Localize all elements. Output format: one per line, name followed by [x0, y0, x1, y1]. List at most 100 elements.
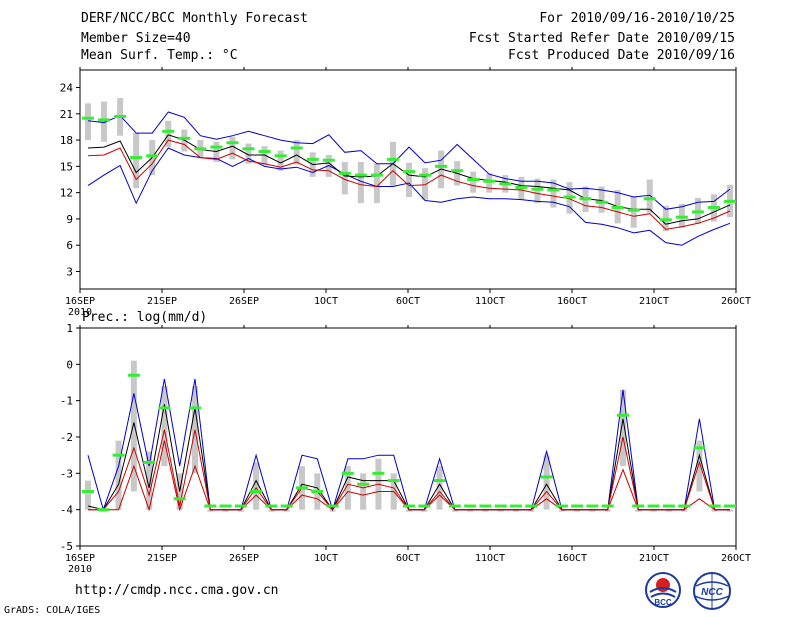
spread-box: [101, 101, 108, 142]
y-tick-label: 1: [66, 322, 73, 335]
spread-box: [360, 473, 367, 510]
started-refer-date: Fcst Started Refer Date 2010/09/15: [468, 31, 735, 46]
spread-box: [245, 143, 252, 164]
spread-box: [598, 186, 605, 213]
x-tick-label: 1OCT: [314, 553, 338, 564]
grads-credit: GrADS: COLA/IGES: [4, 605, 101, 616]
panel-title: Prec.: log(mm/d): [82, 310, 207, 325]
spread-box: [528, 509, 535, 512]
spread-box: [558, 509, 565, 512]
spread-box: [161, 386, 168, 467]
y-tick-label: -2: [60, 431, 73, 444]
spread-box: [543, 455, 550, 510]
y-tick-label: -5: [60, 540, 73, 553]
series-line-ensemble-min: [87, 139, 731, 230]
spread-box: [650, 509, 657, 512]
spread-box: [681, 509, 688, 512]
x-tick-sublabel: 2010: [68, 564, 92, 575]
spread-box: [486, 173, 493, 193]
spread-box: [130, 360, 137, 492]
y-tick-label: -3: [60, 467, 73, 480]
y-tick-label: 0: [66, 358, 73, 371]
produced-date: Fcst Produced Date 2010/09/16: [508, 48, 735, 63]
x-tick-label: 6OCT: [396, 296, 420, 307]
y-tick-label: 18: [60, 134, 73, 147]
spread-box: [253, 462, 260, 510]
spread-box: [422, 168, 429, 200]
spread-box: [222, 509, 229, 512]
variable-label: Mean Surf. Temp.: °C: [81, 48, 238, 63]
source-url[interactable]: http://cmdp.ncc.cma.gov.cn: [75, 583, 279, 598]
spread-box: [133, 133, 140, 189]
x-tick-label: 16SEP: [65, 553, 95, 564]
ncc-logo: NCC: [688, 570, 736, 614]
series-line-ensemble-max: [87, 147, 731, 246]
forecast-period: For 2010/09/16-2010/10/25: [539, 11, 735, 26]
spread-box: [268, 509, 275, 512]
x-tick-label: 11OCT: [475, 296, 505, 307]
spread-box: [373, 163, 380, 204]
spread-box: [277, 150, 284, 171]
spread-box: [482, 509, 489, 512]
x-tick-label: 21SEP: [147, 296, 177, 307]
series-line-ensemble-upper: [87, 111, 731, 210]
x-tick-label: 21SEP: [147, 553, 177, 564]
spread-box: [513, 509, 519, 512]
spread-box: [436, 466, 443, 510]
x-tick-label: 16OCT: [557, 553, 587, 564]
spread-box: [207, 509, 214, 512]
spread-box: [574, 509, 581, 512]
spread-box: [406, 509, 412, 512]
spread-box: [620, 389, 626, 467]
spread-box: [341, 161, 348, 195]
spread-box: [635, 509, 642, 512]
spread-box: [146, 451, 153, 510]
x-tick-label: 26SEP: [229, 296, 259, 307]
spread-box: [497, 509, 504, 512]
x-tick-sublabel: 2010: [68, 307, 92, 318]
spread-box: [406, 162, 412, 198]
bcc-logo-text: BCC: [654, 598, 672, 607]
spread-box: [711, 509, 718, 512]
spread-box: [421, 509, 428, 512]
spread-box: [646, 179, 653, 213]
member-size: Member Size=40: [81, 31, 191, 46]
plot-frame: [79, 327, 737, 547]
x-tick-label: 16SEP: [65, 296, 95, 307]
spread-box: [283, 509, 290, 512]
y-tick-label: 12: [60, 187, 73, 200]
x-tick-label: 1OCT: [314, 296, 338, 307]
y-tick-label: 24: [60, 82, 74, 95]
y-tick-label: 9: [66, 213, 73, 226]
spread-box: [229, 136, 236, 160]
spread-box: [467, 509, 474, 512]
spread-box: [85, 480, 91, 510]
spread-box: [261, 146, 268, 166]
spread-box: [293, 140, 300, 165]
x-tick-label: 26OCT: [721, 296, 751, 307]
spread-box: [85, 103, 91, 141]
bcc-logo: BCC: [640, 570, 686, 614]
x-tick-label: 6OCT: [396, 553, 420, 564]
spread-box: [165, 120, 172, 148]
spread-box: [727, 509, 733, 512]
x-tick-label: 16OCT: [557, 296, 587, 307]
series-line-ensemble-mean: [87, 404, 730, 511]
y-tick-label: 3: [66, 265, 73, 278]
x-tick-label: 11OCT: [475, 553, 505, 564]
spread-box: [589, 509, 596, 512]
y-tick-label: -4: [60, 504, 74, 517]
x-tick-label: 21OCT: [639, 296, 669, 307]
spread-box: [115, 440, 122, 510]
x-tick-label: 21OCT: [639, 553, 669, 564]
y-tick-label: 21: [60, 108, 73, 121]
spread-box: [470, 171, 477, 193]
chart-title: DERF/NCC/BCC Monthly Forecast: [81, 11, 308, 26]
y-tick-label: 6: [66, 239, 73, 252]
x-tick-label: 26OCT: [721, 553, 751, 564]
y-tick-label: 15: [60, 160, 73, 173]
series-line-ensemble-lower: [88, 440, 730, 512]
